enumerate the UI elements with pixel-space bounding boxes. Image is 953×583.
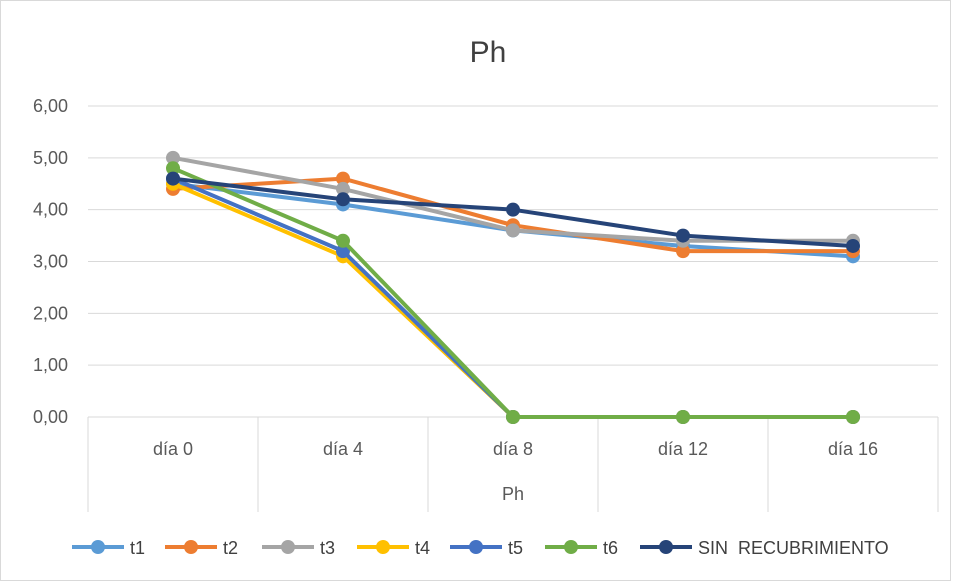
x-tick-label: día 4 (323, 439, 363, 459)
chart-title: Ph (470, 36, 507, 69)
legend-label: t6 (603, 538, 618, 558)
y-tick-label: 5,00 (33, 148, 68, 168)
legend-label: t3 (320, 538, 335, 558)
y-tick-label: 0,00 (33, 407, 68, 427)
legend-marker (469, 540, 483, 554)
legend-item: t3 (262, 538, 335, 558)
legend-marker (184, 540, 198, 554)
legend-item: t4 (357, 538, 430, 558)
legend-marker (564, 540, 578, 554)
data-point (676, 410, 690, 424)
data-point (336, 181, 350, 196)
data-point (676, 228, 690, 243)
data-point (676, 244, 690, 259)
y-tick-label: 2,00 (33, 303, 68, 323)
y-axis-ticks: 0,00 1,00 2,00 3,00 4,00 5,00 6,00 (33, 96, 68, 427)
data-point (846, 410, 860, 424)
legend-label: t4 (415, 538, 430, 558)
y-tick-label: 6,00 (33, 96, 68, 116)
legend-label: t1 (130, 538, 145, 558)
legend-item: t5 (450, 538, 523, 558)
series-6 (166, 171, 860, 253)
x-tick-label: día 8 (493, 439, 533, 459)
data-point (166, 171, 180, 186)
y-tick-label: 4,00 (33, 200, 68, 220)
legend-item: t2 (165, 538, 238, 558)
legend: t1 t2 t3 t4 t5 t6 SIN RECUBRIMIENTO (72, 538, 889, 558)
legend-item: t1 (72, 538, 145, 558)
x-tick-label: día 0 (153, 439, 193, 459)
data-point (506, 223, 520, 238)
data-point (336, 233, 350, 248)
data-point (506, 410, 520, 424)
legend-label: t2 (223, 538, 238, 558)
legend-marker (281, 540, 295, 554)
data-point (336, 192, 350, 207)
x-axis-title: Ph (502, 484, 524, 504)
legend-label: t5 (508, 538, 523, 558)
data-point (336, 171, 350, 186)
legend-item: SIN RECUBRIMIENTO (640, 538, 889, 558)
data-point (336, 244, 350, 259)
x-tick-label: día 12 (658, 439, 708, 459)
legend-marker (376, 540, 390, 554)
legend-item: t6 (545, 538, 618, 558)
y-tick-label: 3,00 (33, 252, 68, 272)
legend-marker (659, 540, 673, 554)
x-axis-ticks: día 0 día 4 día 8 día 12 día 16 (153, 439, 878, 459)
data-point (846, 238, 860, 253)
series-lines (166, 150, 860, 424)
series-5 (166, 161, 860, 424)
legend-label: SIN RECUBRIMIENTO (698, 538, 889, 558)
legend-marker (91, 540, 105, 554)
x-tick-label: día 16 (828, 439, 878, 459)
data-point (166, 161, 180, 176)
data-point (166, 150, 180, 165)
y-tick-label: 1,00 (33, 355, 68, 375)
data-point (506, 202, 520, 217)
